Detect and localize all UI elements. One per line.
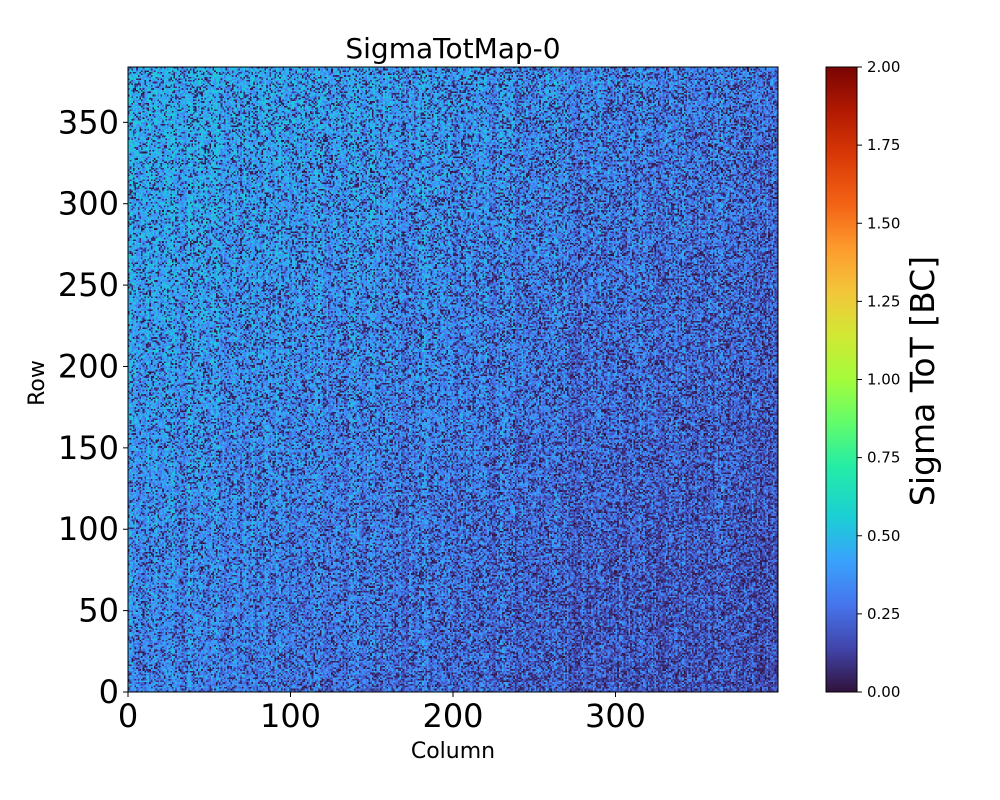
colorbar-tick-label: 1.25 (867, 292, 900, 310)
y-axis-label: Row (25, 360, 50, 406)
colorbar-tick-label: 1.50 (867, 214, 900, 232)
x-tick-label: 100 (260, 697, 321, 735)
heatmap-raster (128, 67, 778, 692)
colorbar-tick-label: 0.75 (867, 449, 900, 467)
colorbar-tick-label: 0.50 (867, 527, 900, 545)
x-tick-label: 0 (118, 697, 138, 735)
y-tick-label: 250 (58, 266, 119, 304)
x-axis: 0 100 200 300 (118, 692, 646, 735)
y-tick-label: 0 (99, 673, 119, 711)
y-tick-label: 50 (78, 592, 119, 630)
chart-title: SigmaTotMap-0 (345, 32, 560, 65)
colorbar-tick-label: 0.25 (867, 605, 900, 623)
colorbar-label: Sigma ToT [BC] (903, 256, 942, 506)
y-tick-label: 300 (58, 185, 119, 223)
y-tick-label: 100 (58, 510, 119, 548)
colorbar: 0.00 0.25 0.50 0.75 1.00 1.25 1.50 1.75 2.00 (825, 58, 900, 701)
y-tick-label: 350 (58, 103, 119, 141)
x-axis-label: Column (411, 739, 495, 764)
y-tick-label: 200 (58, 347, 119, 385)
y-tick-label: 150 (58, 429, 119, 467)
y-axis: 0 50 100 150 200 250 300 350 (58, 103, 128, 711)
colorbar-tick-label: 1.00 (867, 371, 900, 389)
colorbar-gradient (825, 66, 858, 693)
x-tick-label: 200 (422, 697, 483, 735)
x-tick-label: 300 (585, 697, 646, 735)
colorbar-ticks: 0.00 0.25 0.50 0.75 1.00 1.25 1.50 1.75 2.00 (857, 58, 900, 701)
colorbar-tick-label: 0.00 (867, 683, 900, 701)
colorbar-tick-label: 1.75 (867, 136, 900, 154)
colorbar-tick-label: 2.00 (867, 58, 900, 76)
heatmap-area (127, 66, 779, 693)
